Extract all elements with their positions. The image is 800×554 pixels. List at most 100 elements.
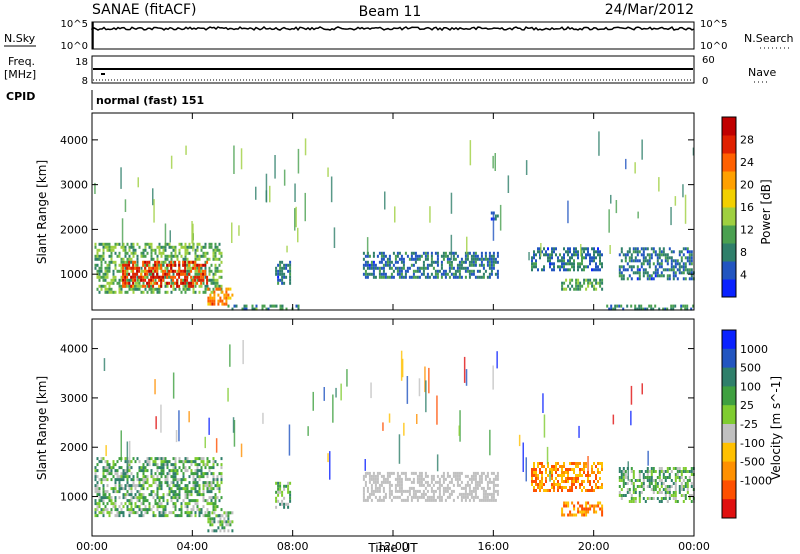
data-cell: [229, 287, 232, 291]
data-cell: [283, 505, 286, 509]
data-cell: [541, 462, 543, 465]
data-cell: [567, 468, 569, 471]
data-cell: [684, 476, 687, 479]
data-cell: [104, 475, 107, 479]
data-cell: [150, 269, 153, 273]
data-cell: [392, 471, 395, 475]
data-cell: [168, 275, 171, 279]
data-cell: [472, 486, 475, 490]
data-cell: [124, 284, 127, 288]
data-cell: [408, 492, 411, 496]
data-cell: [690, 268, 693, 272]
data-cell: [642, 247, 645, 251]
data-cell: [400, 471, 403, 475]
data-cell: [563, 513, 566, 517]
data-cell: [144, 269, 147, 273]
data-cell: [198, 275, 201, 279]
data-cell: [654, 470, 657, 473]
data-cell: [188, 481, 191, 485]
data-cell: [122, 472, 125, 476]
data-cell: [138, 284, 141, 288]
data-cell: [472, 474, 475, 478]
streak-mark: [450, 234, 453, 261]
data-cell: [166, 272, 169, 276]
data-cell: [202, 472, 205, 476]
data-cell: [120, 269, 123, 273]
data-cell: [571, 265, 573, 269]
data-cell: [148, 260, 151, 264]
data-cell: [646, 262, 649, 266]
data-cell: [225, 299, 228, 303]
streak-mark: [233, 420, 236, 447]
data-cell: [212, 472, 215, 476]
data-cell: [595, 268, 597, 272]
data-cell: [480, 474, 483, 478]
data-cell: [204, 263, 207, 267]
data-cell: [460, 260, 463, 264]
data-cell: [660, 250, 663, 254]
data-cell: [216, 269, 219, 273]
data-cell: [531, 474, 533, 477]
data-cell: [450, 489, 453, 493]
streak-mark: [492, 365, 494, 390]
data-cell: [388, 474, 391, 478]
data-cell: [100, 263, 103, 267]
data-cell: [567, 489, 569, 492]
data-cell: [569, 262, 571, 266]
data-cell: [128, 266, 131, 270]
data-cell: [364, 254, 367, 258]
data-cell: [94, 490, 97, 494]
data-cell: [152, 269, 155, 273]
data-cell: [98, 275, 101, 279]
data-cell: [539, 483, 541, 486]
data-cell: [414, 257, 417, 261]
data-cell: [563, 268, 565, 272]
data-cell: [156, 263, 159, 267]
data-cell: [388, 471, 391, 475]
data-cell: [150, 248, 153, 252]
data-cell: [144, 272, 147, 276]
data-cell: [214, 460, 217, 464]
data-cell: [144, 248, 147, 252]
streak-mark: [625, 158, 627, 170]
data-cell: [484, 254, 487, 258]
data-cell: [648, 479, 651, 482]
data-cell: [456, 477, 459, 481]
data-cell: [170, 278, 173, 282]
data-cell: [188, 284, 191, 288]
data-cell: [122, 505, 125, 509]
nsky-tick-low: 10^0: [61, 41, 88, 52]
data-cell: [624, 268, 627, 272]
data-cell: [104, 490, 107, 494]
data-cell: [212, 481, 215, 485]
data-cell: [148, 463, 151, 467]
data-cell: [138, 493, 141, 497]
data-cell: [642, 268, 645, 272]
data-cell: [112, 490, 115, 494]
data-cell: [152, 275, 155, 279]
streak-mark: [424, 366, 426, 393]
data-cell: [396, 477, 399, 481]
data-cell: [364, 471, 367, 475]
data-cell: [287, 505, 290, 509]
data-cell: [672, 271, 675, 275]
data-cell: [676, 473, 679, 476]
data-cell: [464, 483, 467, 487]
data-cell: [650, 470, 653, 473]
data-cell: [168, 493, 171, 497]
data-cell: [618, 494, 621, 497]
data-cell: [221, 302, 224, 306]
data-cell: [478, 480, 481, 484]
data-cell: [626, 488, 629, 491]
data-cell: [408, 486, 411, 490]
data-cell: [267, 307, 270, 311]
data-cell: [460, 492, 463, 496]
data-cell: [412, 275, 415, 279]
data-cell: [430, 489, 433, 493]
data-cell: [210, 487, 213, 491]
data-cell: [212, 505, 215, 509]
data-cell: [98, 242, 101, 246]
data-cell: [106, 511, 109, 515]
data-cell: [537, 462, 539, 465]
data-cell: [148, 287, 151, 291]
